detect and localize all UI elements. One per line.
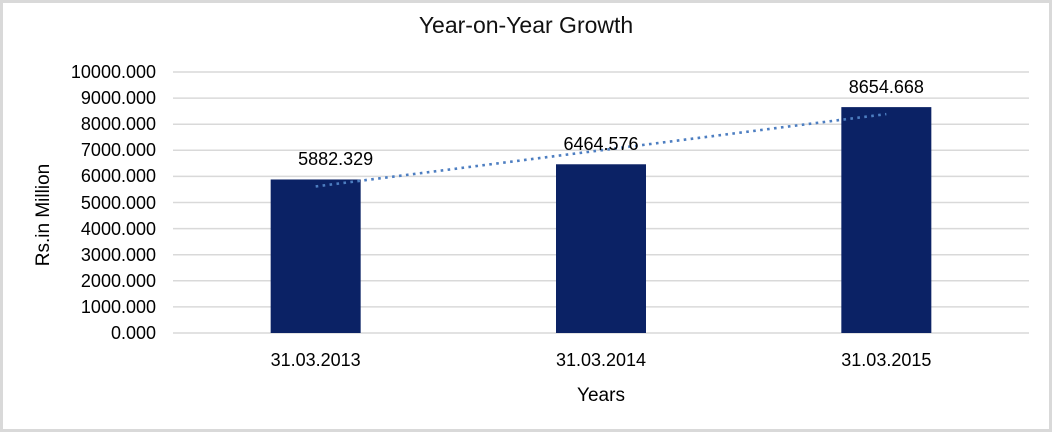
- plot-area: [173, 71, 1029, 334]
- y-tick-label: 9000.000: [80, 88, 156, 109]
- trendline: [315, 112, 887, 188]
- y-tick-label: 8000.000: [80, 114, 156, 135]
- x-category-label: 31.03.2015: [841, 350, 932, 370]
- data-label: 8654.668: [848, 77, 924, 98]
- x-category-label: 31.03.2014: [555, 350, 647, 370]
- y-tick-label: 3000.000: [80, 244, 156, 265]
- x-axis-title: Years: [577, 385, 625, 406]
- y-tick-label: 6000.000: [80, 166, 156, 187]
- y-tick-label: 0.000: [110, 323, 156, 343]
- y-tick-label: 10000.000: [70, 62, 156, 82]
- x-category-label: 31.03.2013: [270, 350, 361, 370]
- bar: [841, 107, 932, 334]
- y-tick-label: 4000.000: [80, 218, 156, 239]
- chart-title: Year-on-Year Growth: [418, 12, 634, 38]
- y-tick-label: 7000.000: [80, 140, 156, 161]
- data-label: 5882.329: [298, 149, 374, 170]
- bar: [556, 164, 646, 333]
- data-label: 6464.576: [563, 134, 639, 155]
- y-tick-label: 5000.000: [80, 192, 156, 213]
- bar: [270, 179, 361, 333]
- y-tick-label: 2000.000: [80, 270, 156, 291]
- y-tick-label: 1000.000: [80, 296, 156, 317]
